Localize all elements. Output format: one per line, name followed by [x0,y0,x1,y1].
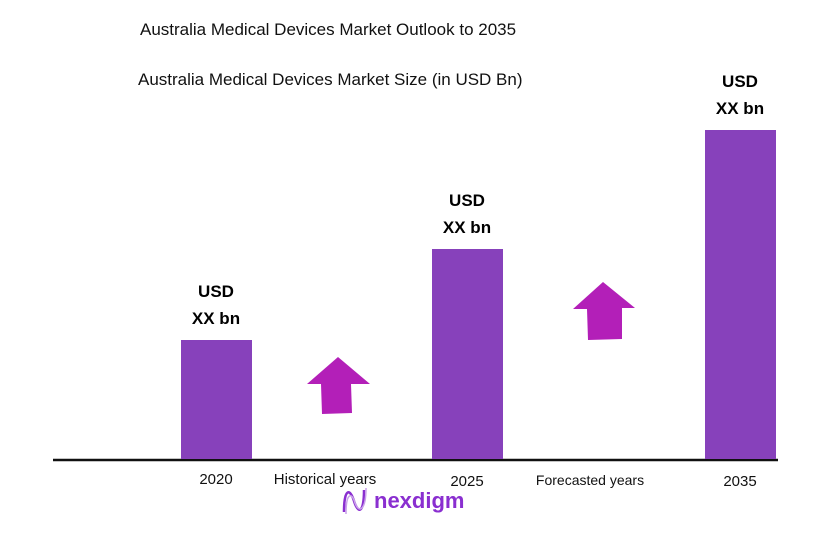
arrow-up-icon-forecast [573,282,635,340]
nexdigm-logo: nexdigm [340,486,464,516]
data-label-line: XX bn [715,99,765,118]
data-label: USD XX bn [422,187,512,241]
chart-title: Australia Medical Devices Market Outlook… [140,20,517,39]
bar-2025 [432,249,503,459]
data-label-line: XX bn [191,309,241,328]
data-label-line: XX bn [442,218,492,237]
logo-text: nexdigm [374,488,465,513]
bar-2035 [705,130,776,459]
annotation-historical: Historical years [273,471,377,488]
bar-2020 [181,340,252,459]
data-label: USD XX bn [171,278,261,332]
data-label: USD XX bn [695,68,785,122]
data-label-line: USD [198,282,234,301]
logo-icon [342,487,367,515]
x-tick-label: 2035 [723,473,757,490]
data-label-line: USD [449,191,485,210]
chart-subtitle: Australia Medical Devices Market Size (i… [138,70,523,89]
arrow-up-icon-historical [307,357,370,414]
x-tick-label: 2025 [450,473,484,490]
data-label-line: USD [722,72,758,91]
annotation-forecast: Forecasted years [535,472,645,488]
x-tick-label: 2020 [199,471,233,488]
